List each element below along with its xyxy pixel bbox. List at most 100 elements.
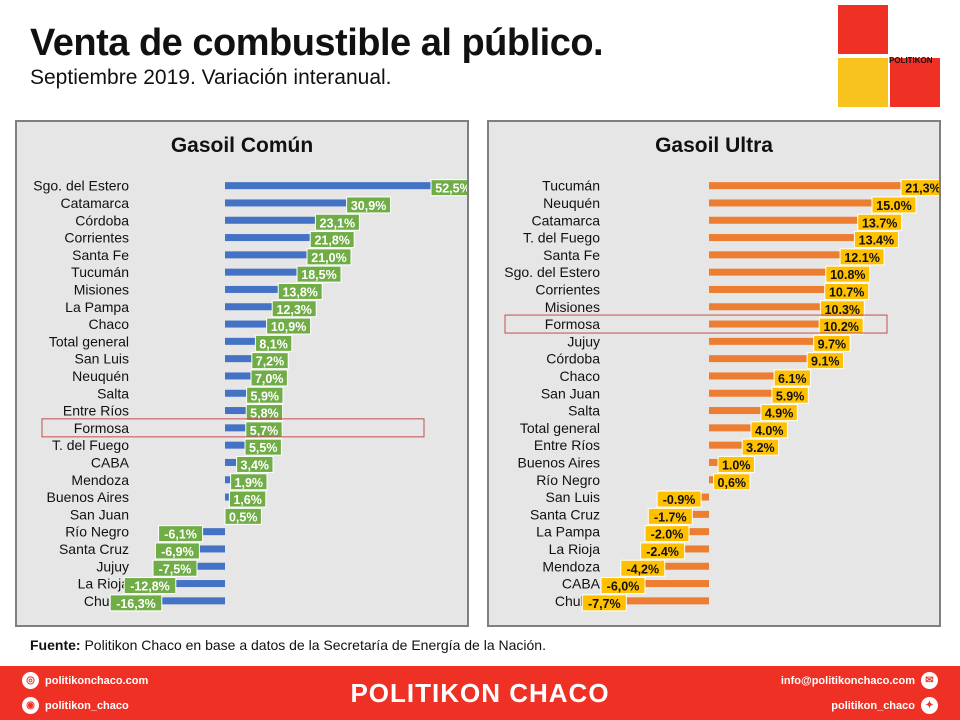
- data-label: -6,0%: [607, 580, 640, 594]
- category-label: Total general: [49, 333, 129, 349]
- data-label: 1,9%: [235, 476, 264, 490]
- chart-title: Gasoil Común: [170, 134, 314, 157]
- data-label-box: [236, 455, 274, 473]
- data-label: 13.4%: [859, 234, 894, 248]
- data-label-box: [152, 559, 198, 577]
- bar-2: [225, 216, 318, 224]
- category-label: Catamarca: [532, 212, 601, 228]
- category-label: La Pampa: [65, 299, 129, 315]
- bar-24: [624, 597, 709, 605]
- category-label: Mendoza: [542, 558, 600, 574]
- footer-email-text: info@politikonchaco.com: [780, 674, 915, 687]
- data-label: 13,8%: [282, 285, 317, 299]
- category-label: Santa Cruz: [59, 541, 129, 557]
- logo-square-1: [838, 5, 888, 54]
- bar-21: [682, 545, 709, 553]
- data-label: -6,1%: [164, 528, 197, 542]
- data-label-box: [771, 386, 809, 404]
- footer-twitter-link[interactable]: politikon_chaco ✦: [831, 697, 938, 714]
- bar-7: [709, 303, 823, 311]
- data-label: 5,7%: [250, 424, 279, 438]
- bar-13: [709, 407, 763, 415]
- category-label: Formosa: [74, 420, 129, 436]
- bar-9: [709, 337, 816, 345]
- footer-web-link[interactable]: ◎ politikonchaco.com: [22, 672, 148, 689]
- data-label-box: [277, 282, 323, 300]
- bar-11: [225, 372, 253, 380]
- data-label: 10,9%: [271, 320, 306, 334]
- bar-17: [709, 476, 716, 484]
- data-label: -2.0%: [651, 528, 684, 542]
- logo-square-4: [890, 58, 940, 107]
- data-label-box: [647, 507, 693, 525]
- data-label: 12.1%: [844, 251, 879, 265]
- category-label: Formosa: [545, 316, 600, 332]
- bar-3: [225, 234, 313, 242]
- data-label: -4,2%: [626, 562, 659, 576]
- bar-18: [225, 493, 232, 501]
- bar-20: [687, 528, 709, 536]
- category-label: San Luis: [75, 351, 129, 367]
- bar-5: [709, 268, 828, 276]
- data-label: 18,5%: [301, 268, 336, 282]
- data-label-box: [430, 179, 467, 197]
- data-label: 9.1%: [811, 355, 840, 369]
- footer-brand: POLITIKON CHACO: [350, 678, 610, 708]
- bar-15: [225, 441, 247, 449]
- category-label: Buenos Aires: [47, 489, 130, 505]
- category-label: San Luis: [546, 489, 600, 505]
- category-label: Misiones: [74, 281, 129, 297]
- category-label: Buenos Aires: [518, 454, 601, 470]
- chart-panel-gasoil-comun: Gasoil Común Sgo. del Estero 52,5% Catamar…: [15, 120, 469, 627]
- category-label: Santa Fe: [543, 247, 600, 263]
- bar-22: [195, 562, 225, 570]
- data-label-box: [819, 300, 865, 318]
- category-label: Mendoza: [71, 472, 129, 488]
- data-label: 21,8%: [314, 234, 349, 248]
- data-label: 5,8%: [250, 407, 279, 421]
- data-label-box: [813, 334, 851, 352]
- data-label-box: [581, 594, 627, 612]
- politikon-logo: POLITIKON: [838, 5, 942, 107]
- data-label-box: [228, 490, 267, 508]
- category-label: Corrientes: [535, 281, 600, 297]
- category-label: CABA: [562, 576, 601, 592]
- bar-4: [709, 251, 843, 259]
- bar-4: [225, 251, 309, 259]
- data-label: 0,5%: [229, 510, 258, 524]
- bar-19: [690, 510, 709, 518]
- logo-square-2: [890, 5, 940, 54]
- category-label: Santa Fe: [72, 247, 129, 263]
- chart-gasoil-comun: Sgo. del Estero 52,5% Catamarca 30,9% Córdob…: [33, 178, 467, 612]
- logo-text: POLITIKON: [889, 56, 933, 65]
- bar-16: [225, 458, 239, 466]
- data-label: -16,3%: [116, 597, 156, 611]
- footer-instagram-link[interactable]: ◉ politikon_chaco: [22, 697, 129, 714]
- data-label: 21,0%: [311, 251, 346, 265]
- data-label: 8,1%: [259, 337, 288, 351]
- bar-24: [159, 597, 225, 605]
- category-label: La Pampa: [536, 524, 600, 540]
- data-label: 10.7%: [829, 285, 864, 299]
- category-label: CABA: [91, 454, 130, 470]
- bar-3: [709, 234, 857, 242]
- bar-23: [173, 580, 225, 588]
- data-label: 15.0%: [876, 199, 911, 213]
- data-label-box: [266, 317, 312, 335]
- footer-web-text: politikonchaco.com: [45, 674, 149, 687]
- highlight-box: [41, 418, 425, 438]
- data-label: 7,0%: [255, 372, 284, 386]
- bar-5: [225, 268, 299, 276]
- bar-9: [225, 337, 258, 345]
- data-label: 12,3%: [276, 303, 311, 317]
- data-label-box: [296, 265, 342, 283]
- data-label: 5,5%: [249, 441, 278, 455]
- footer-email-link[interactable]: info@politikonchaco.com ✉: [781, 672, 938, 689]
- data-label: -12,8%: [130, 580, 170, 594]
- data-label-box: [853, 231, 899, 249]
- bar-8: [709, 320, 822, 328]
- bar-0: [709, 182, 939, 190]
- bar-1: [709, 199, 874, 207]
- bar-10: [709, 355, 810, 363]
- category-label: Misiones: [545, 299, 600, 315]
